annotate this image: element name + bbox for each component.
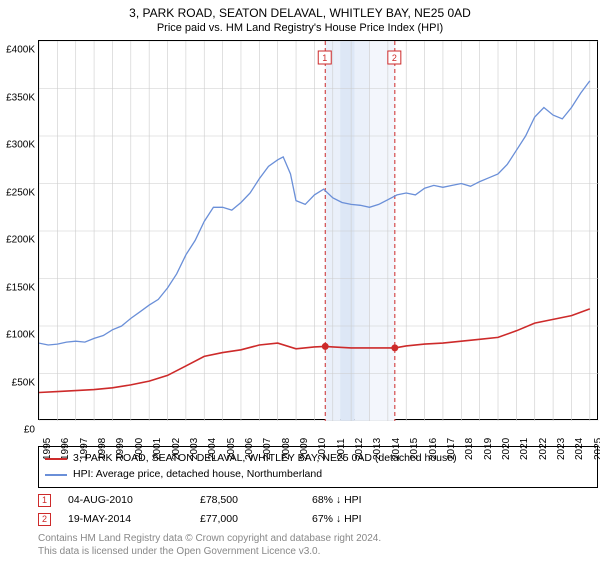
legend-item: HPI: Average price, detached house, Nort…: [45, 467, 591, 483]
y-tick-label: £0: [24, 425, 35, 436]
event-price: £78,500: [200, 494, 300, 506]
chart-svg: 12: [39, 41, 599, 421]
event-marker-icon: 1: [38, 494, 51, 507]
y-tick-label: £200K: [6, 235, 35, 246]
y-tick-label: £250K: [6, 187, 35, 198]
svg-text:1: 1: [322, 53, 327, 63]
y-tick-label: £50K: [12, 377, 35, 388]
event-date: 04-AUG-2010: [68, 494, 188, 506]
event-row: 2 19-MAY-2014 £77,000 67% ↓ HPI: [38, 513, 598, 526]
chart-footer: 3, PARK ROAD, SEATON DELAVAL, WHITLEY BA…: [38, 446, 598, 559]
legend-label: HPI: Average price, detached house, Nort…: [73, 467, 322, 483]
copyright-text: Contains HM Land Registry data © Crown c…: [38, 532, 598, 559]
legend-item: 3, PARK ROAD, SEATON DELAVAL, WHITLEY BA…: [45, 451, 591, 467]
legend: 3, PARK ROAD, SEATON DELAVAL, WHITLEY BA…: [38, 446, 598, 488]
y-tick-label: £150K: [6, 282, 35, 293]
y-tick-label: £350K: [6, 92, 35, 103]
legend-swatch: [45, 474, 67, 476]
legend-label: 3, PARK ROAD, SEATON DELAVAL, WHITLEY BA…: [73, 451, 457, 467]
chart-title: 3, PARK ROAD, SEATON DELAVAL, WHITLEY BA…: [0, 6, 600, 20]
chart-area: 12: [38, 40, 598, 420]
legend-swatch: [45, 458, 67, 460]
chart-container: 3, PARK ROAD, SEATON DELAVAL, WHITLEY BA…: [0, 6, 600, 566]
chart-subtitle: Price paid vs. HM Land Registry's House …: [0, 22, 600, 34]
event-marker-icon: 2: [38, 513, 51, 526]
y-tick-label: £400K: [6, 45, 35, 56]
event-row: 1 04-AUG-2010 £78,500 68% ↓ HPI: [38, 494, 598, 507]
copyright-line: Contains HM Land Registry data © Crown c…: [38, 533, 381, 544]
copyright-line: This data is licensed under the Open Gov…: [38, 546, 320, 557]
y-tick-label: £300K: [6, 140, 35, 151]
y-tick-label: £100K: [6, 330, 35, 341]
event-price: £77,000: [200, 513, 300, 525]
svg-text:2: 2: [392, 53, 397, 63]
event-delta: 68% ↓ HPI: [312, 494, 412, 506]
event-delta: 67% ↓ HPI: [312, 513, 412, 525]
event-date: 19-MAY-2014: [68, 513, 188, 525]
